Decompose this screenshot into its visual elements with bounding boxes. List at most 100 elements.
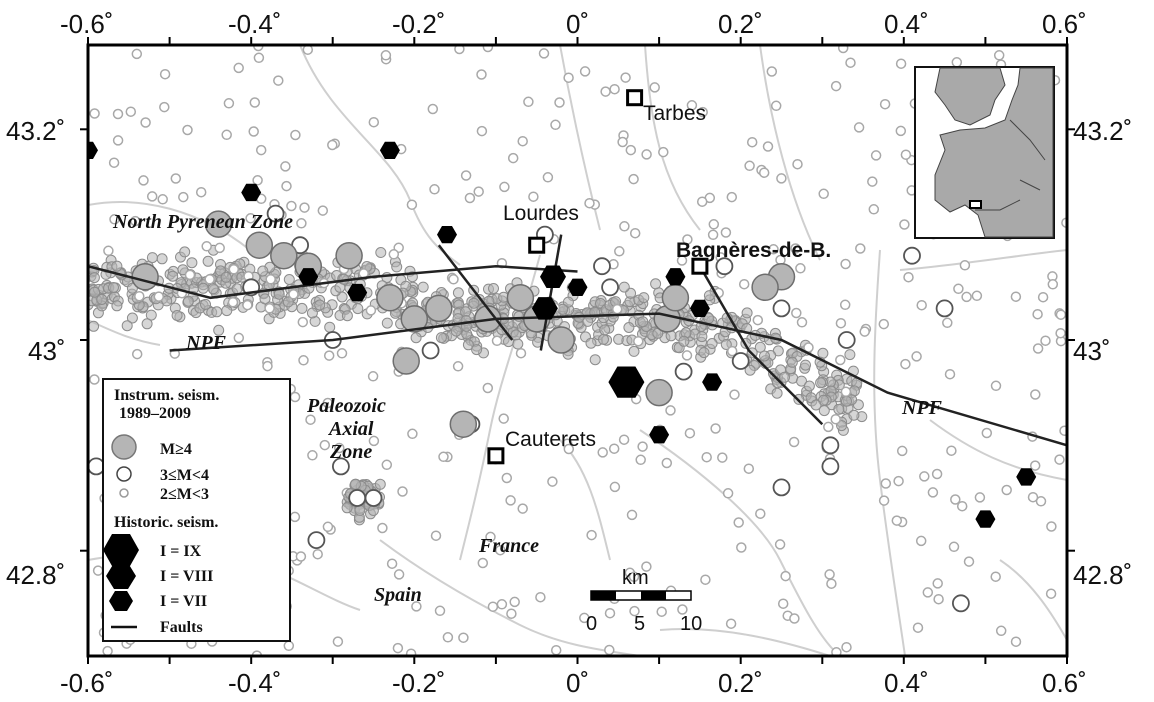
small-quake xyxy=(830,413,841,425)
small-quake xyxy=(228,264,240,275)
small-quake xyxy=(296,218,307,229)
small-quake xyxy=(407,428,418,440)
small-quake xyxy=(138,175,149,186)
small-quake xyxy=(710,423,721,434)
small-quake xyxy=(109,214,120,225)
small-quake xyxy=(625,144,637,156)
small-quake xyxy=(88,320,100,332)
small-quake xyxy=(840,258,851,270)
small-quake xyxy=(696,331,708,343)
legend-m3-label: 3≤M<4 xyxy=(160,467,209,484)
scale-label-0: 0 xyxy=(586,613,597,635)
historic-quake-vii xyxy=(649,426,670,444)
small-quake xyxy=(141,318,153,330)
small-quake xyxy=(803,380,815,392)
small-quake xyxy=(509,596,520,608)
small-quake xyxy=(620,72,631,83)
region-label-zone: Zone xyxy=(329,441,372,463)
small-quake xyxy=(796,375,807,387)
small-quake xyxy=(282,296,294,308)
small-quake xyxy=(221,305,233,317)
small-quake xyxy=(157,194,168,205)
small-quake xyxy=(650,278,662,290)
small-quake xyxy=(131,48,143,60)
small-quake xyxy=(776,173,787,184)
fault-line xyxy=(698,265,824,426)
small-quake xyxy=(835,354,846,366)
small-quake xyxy=(535,591,546,603)
small-quake xyxy=(108,157,120,168)
small-quake xyxy=(220,271,232,283)
small-quake xyxy=(879,98,891,110)
small-quake xyxy=(759,350,770,362)
small-quake xyxy=(951,57,963,68)
small-quake xyxy=(931,468,943,480)
medium-quake xyxy=(601,278,619,297)
small-quake xyxy=(1054,454,1065,465)
small-quake xyxy=(182,295,194,307)
small-quake xyxy=(264,303,275,314)
large-quake xyxy=(449,410,478,438)
medium-quake xyxy=(364,489,383,507)
small-quake xyxy=(476,69,487,80)
small-quake xyxy=(542,172,554,183)
town-marker-tarbes xyxy=(626,89,644,107)
small-quake xyxy=(204,274,215,285)
small-quake xyxy=(944,368,956,380)
lon-tick-bottom-3: -0.2˚ xyxy=(392,668,445,698)
small-quake xyxy=(375,247,387,258)
historic-quake-vii xyxy=(298,268,319,286)
small-quake xyxy=(701,451,712,463)
region-label-paleozoic: Paleozoic xyxy=(306,395,386,417)
historic-quake-vii xyxy=(665,268,686,286)
small-quake xyxy=(248,126,259,137)
small-quake xyxy=(102,645,113,656)
small-quake xyxy=(790,243,801,254)
small-quake xyxy=(312,548,323,560)
lon-tick-top-6: 0.4˚ xyxy=(884,9,929,39)
historic-quake-vii xyxy=(689,299,710,317)
medium-quake xyxy=(88,457,106,476)
large-quake xyxy=(400,305,429,333)
small-quake xyxy=(792,158,803,170)
small-quake xyxy=(322,397,334,409)
small-quake xyxy=(411,601,422,612)
small-quake xyxy=(121,320,133,332)
small-quake xyxy=(184,269,196,281)
medium-quake xyxy=(266,204,285,223)
small-quake xyxy=(855,243,866,254)
small-quake xyxy=(322,521,334,533)
small-quake xyxy=(878,318,890,330)
small-quake xyxy=(249,97,261,108)
small-quake xyxy=(427,103,439,115)
small-quake xyxy=(1029,460,1041,471)
small-quake xyxy=(961,291,972,303)
small-quake xyxy=(452,361,464,372)
small-quake xyxy=(584,197,595,209)
small-quake xyxy=(900,149,912,160)
town-label-cauterets: Cauterets xyxy=(505,428,596,451)
small-quake xyxy=(1055,327,1066,339)
historic-quake-vii xyxy=(241,183,262,202)
legend-m4-symbol xyxy=(111,434,137,460)
legend-i8-symbol xyxy=(106,563,136,589)
legend-m3-symbol xyxy=(116,466,132,482)
small-quake xyxy=(517,135,528,147)
lat-tick-right-1: 43.2˚ xyxy=(1073,116,1132,146)
small-quake xyxy=(853,122,865,133)
small-quake xyxy=(629,227,641,239)
small-quake xyxy=(134,290,145,302)
small-quake xyxy=(178,191,189,203)
small-quake xyxy=(1055,309,1067,320)
small-quake xyxy=(476,125,488,137)
small-quake xyxy=(202,255,214,267)
small-quake xyxy=(1059,425,1067,436)
lon-tick-top-2: -0.4˚ xyxy=(228,9,281,39)
legend-i7-symbol xyxy=(109,591,133,611)
medium-quake xyxy=(331,457,350,476)
small-quake xyxy=(706,338,718,349)
small-quake xyxy=(733,517,744,528)
small-quake xyxy=(507,152,519,164)
small-quake xyxy=(367,371,379,382)
small-quake xyxy=(473,186,484,197)
